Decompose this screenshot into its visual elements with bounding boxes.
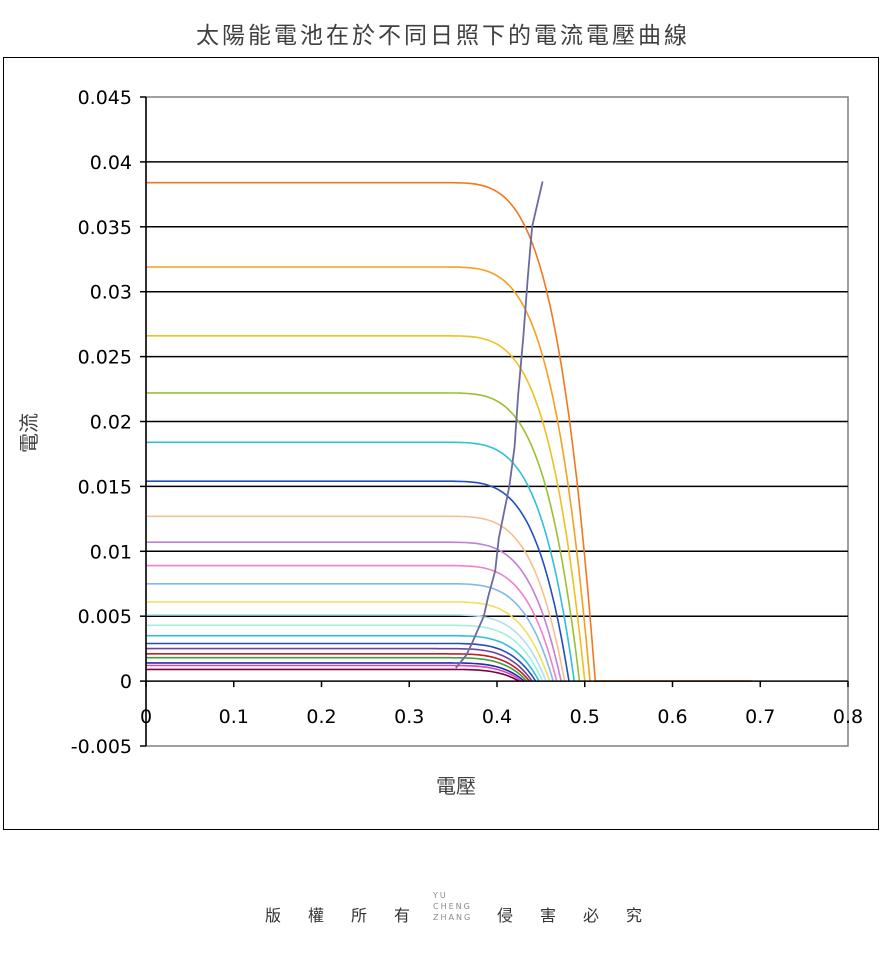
x-axis-label: 電壓: [436, 774, 476, 798]
x-tick-label: 0.6: [657, 706, 687, 728]
iv-curve: [146, 624, 544, 682]
gridlines: [145, 96, 849, 747]
logo-line: ZHANG: [433, 913, 473, 922]
x-tick-label: 0.4: [482, 706, 512, 728]
y-tick-label: -0.005: [71, 736, 132, 758]
iv-curve: [146, 662, 525, 682]
iv-curve: [146, 541, 562, 682]
chart-title: 太陽能電池在於不同日照下的電流電壓曲線: [196, 23, 690, 49]
footer-char: 必: [583, 906, 600, 925]
iv-curve: [146, 582, 554, 682]
footer-char: 版: [265, 906, 282, 925]
x-tick-label: 0.2: [306, 706, 336, 728]
y-tick-label: 0.03: [90, 282, 132, 304]
iv-curve: [146, 334, 586, 682]
iv-curve: [146, 634, 540, 682]
footer-char: 究: [626, 906, 643, 925]
x-tick-label: 0.1: [219, 706, 249, 728]
footer-char: 害: [540, 906, 557, 925]
footer-char: 權: [308, 906, 325, 925]
iv-curve: [146, 647, 533, 682]
footer: 版 權 所 有 YU CHENG ZHANG 侵 害 必 究: [0, 888, 886, 928]
x-tick-label: 0.5: [570, 706, 600, 728]
y-tick-label: 0.045: [78, 87, 132, 109]
iv-curve: [146, 392, 581, 682]
y-tick-label: 0.005: [78, 606, 132, 628]
y-tick-label: 0: [120, 671, 132, 693]
chart-frame: 0.045 0.04 0.035 0.03 0.025 0.02 0.015 0.01 0.00…: [3, 57, 879, 830]
y-tick-label: 0.015: [78, 476, 132, 498]
y-tick-label: 0.02: [90, 412, 132, 434]
max-power-line: [455, 181, 544, 669]
plot-area: 0.045 0.04 0.035 0.03 0.025 0.02 0.015 0.01 0.00…: [17, 87, 863, 798]
iv-curve: [146, 480, 570, 682]
logo-line: YU: [433, 891, 448, 900]
x-tick-label: 0.7: [745, 706, 775, 728]
iv-curve: [146, 564, 558, 682]
footer-char: 侵: [497, 906, 514, 925]
iv-curve: [146, 601, 551, 682]
footer-char: 有: [394, 906, 411, 925]
tick-labels: 0.045 0.04 0.035 0.03 0.025 0.02 0.015 0.01 0.00…: [71, 87, 863, 758]
x-tick-label: 0.3: [394, 706, 424, 728]
y-tick-label: 0.035: [78, 217, 132, 239]
y-tick-label: 0.025: [78, 347, 132, 369]
y-tick-label: 0.01: [90, 541, 132, 563]
iv-curve: [146, 614, 547, 682]
x-tick-label: 0: [140, 706, 152, 728]
y-tick-label: 0.04: [90, 152, 132, 174]
iv-curve: [146, 441, 575, 682]
footer-char: 所: [351, 906, 368, 925]
iv-curve: [146, 668, 520, 682]
iv-curve: [146, 181, 752, 682]
logo: YU CHENG ZHANG: [433, 890, 472, 923]
y-axis-label: 電流: [17, 413, 41, 453]
iv-curve: [146, 664, 523, 682]
iv-curve: [146, 266, 591, 682]
iv-curve: [146, 515, 566, 682]
iv-curve: [146, 652, 531, 682]
axes: [140, 96, 849, 747]
series-lines: [146, 181, 752, 682]
logo-line: CHENG: [433, 902, 472, 911]
x-tick-label: 0.8: [833, 706, 863, 728]
